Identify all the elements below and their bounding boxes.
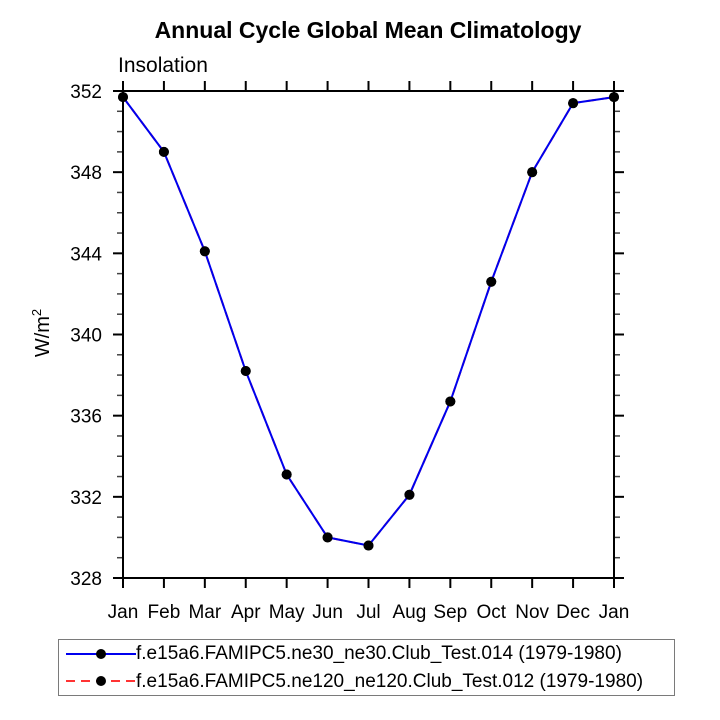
y-tick-label: 328 <box>70 569 102 590</box>
legend-label-series1: f.e15a6.FAMIPC5.ne30_ne30.Club_Test.014 … <box>136 643 622 665</box>
data-point <box>568 98 579 109</box>
legend-line-sample-solid <box>66 648 136 659</box>
data-point <box>240 366 251 377</box>
legend-marker-dot <box>96 676 106 687</box>
y-tick-label: 332 <box>70 488 102 509</box>
y-tick-label: 348 <box>70 163 102 184</box>
data-point <box>199 246 210 257</box>
x-tick-label: Nov <box>515 602 549 623</box>
legend-entry: f.e15a6.FAMIPC5.ne30_ne30.Club_Test.014 … <box>66 640 674 667</box>
x-tick-label: May <box>269 602 305 623</box>
data-point <box>363 540 374 551</box>
legend-marker-dot <box>96 648 106 659</box>
x-tick-label: Apr <box>231 602 261 623</box>
data-point <box>404 489 415 500</box>
x-tick-label: Jun <box>312 602 343 623</box>
series-line-2 <box>122 96 615 547</box>
data-point <box>281 469 292 480</box>
x-tick-label: Oct <box>476 602 506 623</box>
data-point <box>118 92 128 103</box>
legend-entry: f.e15a6.FAMIPC5.ne120_ne120.Club_Test.01… <box>66 668 674 695</box>
y-tick-label: 340 <box>70 326 102 347</box>
series-line-1 <box>122 96 615 547</box>
x-tick-label: Jul <box>356 602 380 623</box>
x-tick-label: Jan <box>108 602 139 623</box>
chart-subtitle: Insolation <box>118 54 208 77</box>
legend-line-sample-dashed <box>66 676 136 687</box>
data-point <box>322 532 333 543</box>
x-tick-label: Feb <box>148 602 181 623</box>
data-point <box>609 92 619 103</box>
x-tick-label: Sep <box>433 602 467 623</box>
legend-box: f.e15a6.FAMIPC5.ne30_ne30.Club_Test.014 … <box>58 639 675 696</box>
data-point <box>158 146 169 157</box>
legend-label-series2: f.e15a6.FAMIPC5.ne120_ne120.Club_Test.01… <box>136 670 644 692</box>
plot-frame <box>122 90 615 579</box>
chart-title: Annual Cycle Global Mean Climatology <box>155 17 582 43</box>
x-tick-label: Mar <box>188 602 221 623</box>
y-axis-unit-exponent: 2 <box>29 309 44 316</box>
data-point <box>527 167 538 178</box>
data-point <box>486 276 497 287</box>
data-point <box>445 396 456 407</box>
y-axis-title: W/m2 <box>29 309 54 357</box>
y-axis-unit: W/m <box>32 316 54 357</box>
x-tick-label: Jan <box>599 602 630 623</box>
y-tick-label: 336 <box>70 407 102 428</box>
y-tick-label: 344 <box>70 244 102 265</box>
plot-area: Jan Feb Mar Apr May Jun Jul Aug Sep Oct Nov Dec Jan 3… <box>70 81 629 623</box>
y-tick-label: 352 <box>70 82 102 103</box>
x-tick-label: Dec <box>556 602 590 623</box>
x-tick-label: Aug <box>393 602 427 623</box>
